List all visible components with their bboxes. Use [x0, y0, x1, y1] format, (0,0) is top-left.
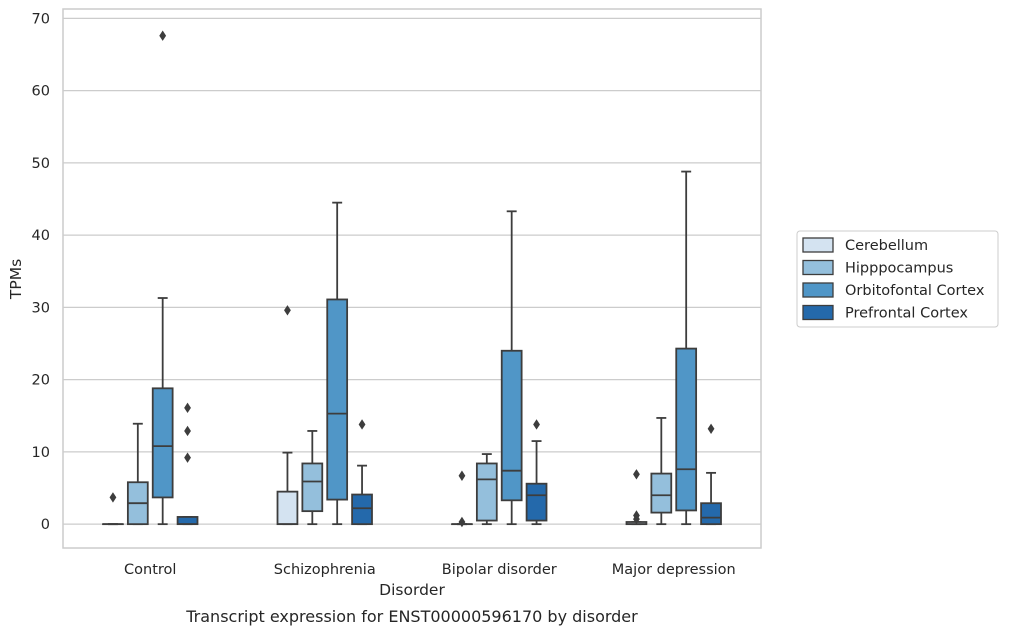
x-tick-label: Schizophrenia [274, 562, 376, 578]
box-group [327, 203, 347, 525]
box-group [352, 419, 372, 524]
box-group [477, 454, 497, 524]
box-iqr [651, 474, 671, 513]
box-iqr [153, 388, 173, 497]
outlier-point [459, 517, 466, 527]
legend-label: Orbitofontal Cortex [845, 283, 985, 299]
y-tick-label: 20 [32, 373, 50, 389]
box-group [701, 424, 721, 525]
box-iqr [302, 463, 322, 511]
outlier-point [184, 403, 191, 413]
y-tick-label: 10 [32, 445, 50, 461]
outlier-point [533, 419, 540, 429]
box-group [627, 469, 647, 524]
box-group [278, 305, 298, 524]
box-iqr [701, 503, 721, 524]
box-group [103, 492, 123, 524]
outlier-point [159, 31, 166, 41]
box-group [527, 419, 547, 524]
y-tick-label: 60 [32, 84, 50, 100]
y-tick-label: 40 [32, 228, 50, 244]
y-tick-label: 50 [32, 156, 50, 172]
box-iqr [178, 517, 198, 524]
y-tick-label: 70 [32, 11, 50, 27]
outlier-point [184, 426, 191, 436]
box-group [676, 172, 696, 525]
x-tick-labels: Control Schizophrenia Bipolar disorder Majo… [124, 562, 736, 578]
box-iqr [676, 349, 696, 511]
figure-caption: Transcript expression for ENST0000059617… [185, 607, 638, 626]
outlier-point [708, 424, 715, 434]
legend-swatch [803, 283, 833, 297]
x-tick-label: Major depression [612, 562, 736, 578]
box-iqr [502, 351, 522, 501]
outlier-point [459, 471, 466, 481]
legend-label: Hipppocampus [845, 261, 953, 277]
box-group [128, 424, 148, 524]
y-tick-label: 0 [41, 517, 50, 533]
box-iqr [527, 484, 547, 521]
outlier-point [284, 305, 291, 315]
y-tick-label: 30 [32, 300, 50, 316]
box-group [153, 31, 173, 525]
legend-swatch [803, 261, 833, 275]
box-group [651, 418, 671, 524]
box-iqr [278, 492, 298, 525]
box-iqr [352, 495, 372, 525]
y-tick-labels: 0 10 20 30 40 50 60 70 [32, 11, 50, 533]
box-iqr [477, 463, 497, 520]
legend-swatch [803, 306, 833, 320]
legend: Cerebellum Hipppocampus Orbitofontal Corte… [797, 231, 998, 327]
box-group [178, 403, 198, 525]
legend-swatch [803, 238, 833, 252]
box-iqr [327, 299, 347, 499]
x-axis-label: Disorder [379, 581, 445, 599]
y-axis-label: TPMs [7, 259, 25, 300]
outlier-point [633, 469, 640, 479]
box-series [103, 31, 721, 528]
legend-label: Prefrontal Cortex [845, 306, 968, 322]
box-group [302, 431, 322, 524]
legend-label: Cerebellum [845, 238, 928, 254]
x-tick-label: Control [124, 562, 176, 578]
x-tick-label: Bipolar disorder [442, 562, 557, 578]
outlier-point [184, 452, 191, 462]
box-group [452, 471, 472, 528]
outlier-point [110, 492, 117, 502]
outlier-point [359, 419, 366, 429]
box-group [502, 211, 522, 524]
